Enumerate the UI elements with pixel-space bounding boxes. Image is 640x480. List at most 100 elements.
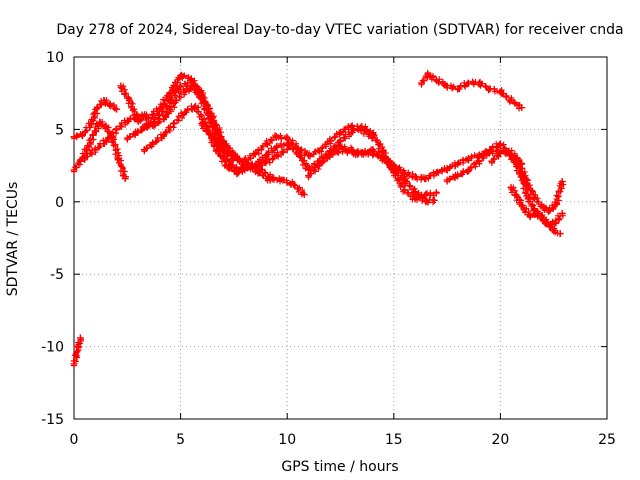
x-tick-label: 15: [385, 432, 403, 448]
data-point: [496, 88, 504, 96]
data-point: [326, 151, 334, 159]
data-point: [134, 128, 142, 136]
data-point: [181, 108, 189, 116]
data-point: [339, 146, 347, 154]
data-point: [443, 82, 451, 90]
data-point: [187, 79, 195, 87]
data-point: [151, 121, 159, 129]
data-point: [486, 146, 494, 154]
series-arc-l: [418, 69, 526, 112]
data-point: [496, 140, 504, 148]
data-point: [170, 120, 178, 128]
data-point: [160, 131, 168, 139]
data-point: [121, 175, 129, 183]
data-point: [70, 166, 78, 174]
data-point: [123, 134, 131, 142]
data-point: [522, 176, 530, 184]
series-arc-o: [507, 183, 566, 229]
grid: [74, 57, 607, 419]
plot-frame: [73, 56, 608, 420]
data-point: [273, 151, 281, 159]
data-point: [533, 209, 541, 217]
data-point: [531, 193, 539, 201]
data-point: [411, 195, 419, 203]
data-point: [230, 151, 238, 159]
data-point: [422, 198, 430, 206]
data-point: [300, 191, 308, 199]
data-point: [518, 104, 526, 112]
data-point: [279, 176, 287, 184]
data-point: [266, 176, 274, 184]
data-point: [475, 79, 483, 87]
data-point: [443, 176, 451, 184]
data-point: [337, 128, 344, 136]
data-point: [351, 150, 359, 158]
data-point: [177, 72, 185, 80]
x-tick-label: 10: [278, 432, 296, 448]
data-point: [166, 96, 174, 104]
data-point: [400, 186, 408, 194]
series-arc-j: [305, 123, 440, 203]
data-point: [149, 140, 157, 148]
data-point: [524, 195, 532, 203]
data-point: [102, 137, 110, 145]
data-point: [379, 147, 387, 155]
y-tick-label: 0: [55, 195, 64, 211]
data-point: [432, 169, 440, 177]
data-point: [422, 191, 430, 199]
data-point: [251, 162, 259, 170]
data-point: [305, 172, 313, 180]
data-point: [400, 176, 408, 184]
data-point: [290, 180, 298, 188]
data-point: [177, 82, 185, 90]
data-point: [545, 221, 553, 229]
data-point: [283, 140, 291, 148]
data-point: [219, 147, 227, 155]
data-point: [102, 123, 110, 131]
data-point: [106, 101, 114, 109]
data-point: [91, 146, 99, 154]
data-point: [443, 164, 451, 172]
data-point: [172, 96, 180, 104]
data-point: [424, 70, 432, 78]
data-point: [430, 196, 438, 204]
data-point: [315, 147, 323, 155]
axis-ticks: 0 5 10 15 20 25 -15 -10 -5 0 5 10: [41, 50, 616, 448]
data-point: [87, 120, 95, 128]
data-point: [552, 201, 560, 209]
data-point: [113, 125, 121, 133]
data-point: [358, 123, 366, 131]
data-point: [326, 137, 334, 145]
data-point: [390, 164, 398, 172]
data-point: [552, 218, 560, 226]
data-point: [507, 183, 515, 191]
data-point: [209, 134, 217, 142]
data-point: [162, 112, 170, 120]
data-point: [539, 215, 547, 223]
y-tick-label: 5: [55, 122, 64, 138]
data-point: [464, 154, 472, 162]
y-tick-label: -15: [41, 412, 64, 428]
data-point: [76, 157, 84, 165]
data-point: [79, 131, 87, 139]
data-point: [273, 143, 281, 151]
y-tick-label: 10: [46, 50, 64, 66]
data-point: [81, 154, 89, 162]
data-point: [454, 160, 462, 168]
data-points: [70, 69, 567, 369]
data-point: [496, 149, 504, 157]
data-point: [464, 79, 472, 87]
data-point: [115, 154, 123, 162]
y-axis-label: SDTVAR / TECUs: [5, 182, 21, 297]
series-arc-n: [488, 147, 567, 215]
chart-title: Day 278 of 2024, Sidereal Day-to-day VTE…: [56, 22, 623, 38]
data-point: [241, 160, 249, 168]
data-point: [411, 173, 419, 181]
data-point: [377, 153, 385, 161]
data-point: [550, 227, 558, 235]
data-point: [411, 188, 419, 196]
x-axis-label: GPS time / hours: [281, 459, 398, 475]
data-point: [531, 205, 539, 213]
data-point: [262, 151, 270, 159]
data-point: [134, 117, 142, 125]
